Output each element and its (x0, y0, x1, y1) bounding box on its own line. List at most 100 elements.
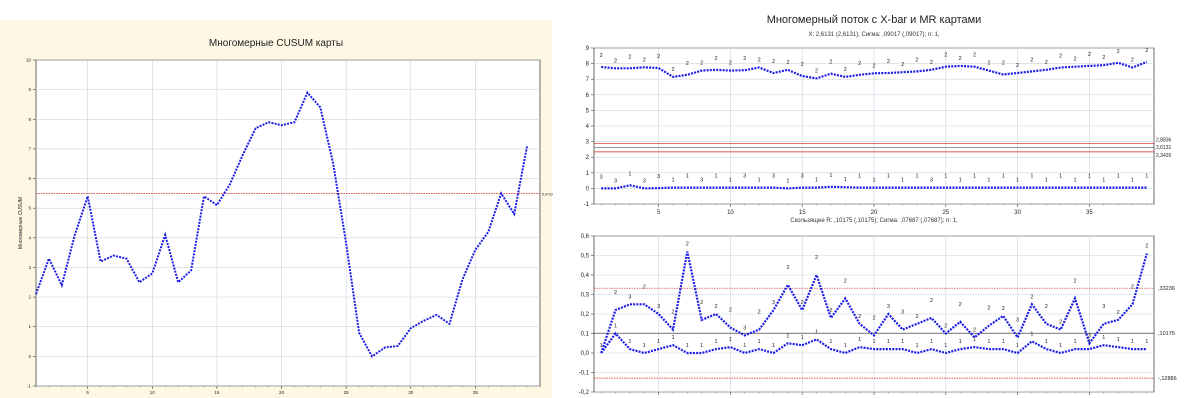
xbar-point-label: 2 (959, 56, 962, 62)
cusum-ytick-label: 9 (28, 87, 31, 92)
mr-limit-label: -,12886 (1158, 376, 1177, 382)
xbar-point-label: 1 (786, 178, 789, 184)
xbar-xtick-label: 30 (1014, 210, 1021, 216)
xbar-limit-label: 2,8836 (1156, 138, 1172, 144)
xbar-point-label: 3 (700, 178, 703, 184)
xbar-point-label: 1 (815, 178, 818, 184)
mr-ytick-label: 0,0 (581, 351, 590, 357)
xbar-chart-subtitle: X: 2,6131 (2,6131); Сигма: ,09017 (,0901… (808, 32, 940, 38)
xbar-series-line (601, 60, 1148, 80)
xbar-point-label: 1 (1102, 178, 1105, 184)
cusum-ytick-label: 0 (28, 354, 31, 359)
mr-ytick-label: 0,6 (581, 234, 590, 240)
xbar-point-label: 1 (844, 177, 847, 183)
xbar-point-label: 3 (772, 174, 775, 180)
mr-point-label: 2 (872, 315, 875, 321)
xbar-point-label: 2 (858, 61, 861, 67)
mr-point-label: 2 (858, 314, 861, 320)
xbar-series-line (601, 184, 1147, 190)
cusum-ytick-label: 3 (28, 265, 31, 270)
xbar-point-label: 1 (987, 178, 990, 184)
mr-point-label: 3 (743, 325, 746, 331)
mr-point-label: 2 (1117, 310, 1120, 316)
mr-point-label: 2 (959, 302, 962, 308)
mr-point-label: 1 (1073, 339, 1076, 345)
cusum-ytick-label: 10 (26, 58, 32, 63)
xbar-point-label: 2 (600, 53, 603, 59)
xbar-xtick-label: 25 (942, 210, 949, 216)
mr-point-label: 2 (643, 284, 646, 290)
mr-point-label: 2 (930, 298, 933, 304)
xbar-point-label: 1 (944, 174, 947, 180)
xbar-point-label: 1 (901, 178, 904, 184)
mr-chart-subtitle: Скользящее R: ,10175 (,10175); Сигма: ,0… (790, 218, 958, 224)
mr-point-label: 2 (916, 314, 919, 320)
xbar-point-label: 2 (1059, 54, 1062, 60)
cusum-ytick-label: -1 (27, 384, 31, 389)
xbar-point-label: 1 (1030, 174, 1033, 180)
mr-series-line (600, 251, 1148, 354)
mr-point-label: 1 (1002, 339, 1005, 345)
xbar-xtick-label: 5 (657, 210, 661, 216)
xbar-point-label: 3 (600, 174, 603, 180)
xbar-point-label: 1 (1088, 174, 1091, 180)
xbar-point-label: 2 (1073, 57, 1076, 63)
xbar-point-label: 2 (1016, 63, 1019, 69)
mr-point-label: 2 (1059, 320, 1062, 326)
mr-point-label: 1 (930, 339, 933, 345)
xbar-point-label: 2 (930, 60, 933, 66)
xbar-point-label: 2 (901, 62, 904, 68)
mr-point-label: 2 (987, 306, 990, 312)
mr-point-label: 2 (844, 278, 847, 284)
xbar-point-label: 3 (930, 178, 933, 184)
mr-point-label: 2 (700, 300, 703, 306)
mr-point-label: 1 (944, 343, 947, 349)
mr-limit-label: ,33236 (1158, 286, 1175, 292)
mr-point-label: 3 (887, 304, 890, 310)
mr-point-label: 1 (959, 339, 962, 345)
mr-point-label: 2 (815, 255, 818, 261)
xbar-ytick-label: 0 (586, 186, 590, 192)
mr-point-label: 1 (700, 343, 703, 349)
xbar-point-label: 1 (872, 178, 875, 184)
mr-point-label: 2 (786, 265, 789, 271)
mr-point-label: 1 (628, 339, 631, 345)
cusum-chart-svg: -1 0 1 2 3 4 5 6 7 8 9 10 5 10 15 20 25 30 35 Многомерные C… (18, 58, 553, 396)
xbar-ytick-label: 8 (586, 62, 590, 68)
cusum-ytick-label: 8 (28, 117, 31, 122)
xbar-limit-label: 2,6131 (1156, 145, 1172, 151)
mr-point-label: 1 (801, 335, 804, 341)
xbar-ytick-label: -1 (584, 202, 590, 208)
cusum-ytick-label: 2 (28, 295, 31, 300)
mr-point-label: 1 (916, 343, 919, 349)
xbar-point-label: 1 (628, 171, 631, 177)
cusum-xtick-label: 20 (279, 390, 285, 395)
mr-point-label: 1 (844, 343, 847, 349)
xbar-point-label: 2 (686, 61, 689, 67)
mr-point-label: 1 (987, 339, 990, 345)
xbar-point-label: 2 (1131, 58, 1134, 64)
xbar-point-label: 1 (959, 178, 962, 184)
xbar-point-label: 1 (916, 174, 919, 180)
xbar-point-label: 2 (700, 61, 703, 67)
mr-point-label: 1 (786, 333, 789, 339)
mr-point-label: 2 (944, 324, 947, 330)
xbar-ytick-label: 5 (586, 108, 590, 114)
cusum-xtick-label: 15 (214, 390, 220, 395)
xbar-point-label: 2 (872, 63, 875, 69)
xbar-point-label: 1 (1016, 178, 1019, 184)
xbar-xtick-label: 35 (1086, 210, 1093, 216)
cusum-h-limit-label: 5,4733 (542, 192, 553, 196)
mr-ytick-label: 0,1 (581, 332, 590, 338)
mr-point-label: 2 (1002, 306, 1005, 312)
xbar-point-label: 2 (614, 58, 617, 64)
xbar-point-label: 2 (916, 57, 919, 63)
xbar-point-label: 3 (614, 178, 617, 184)
xbar-point-label: 2 (987, 61, 990, 67)
mr-point-label: 1 (643, 343, 646, 349)
xbar-point-label: 2 (743, 56, 746, 62)
cusum-ytick-label: 4 (28, 235, 31, 240)
xbar-ytick-label: 3 (586, 140, 590, 146)
xbar-ytick-label: 2 (586, 155, 590, 161)
mr-point-label: 1 (600, 343, 603, 349)
